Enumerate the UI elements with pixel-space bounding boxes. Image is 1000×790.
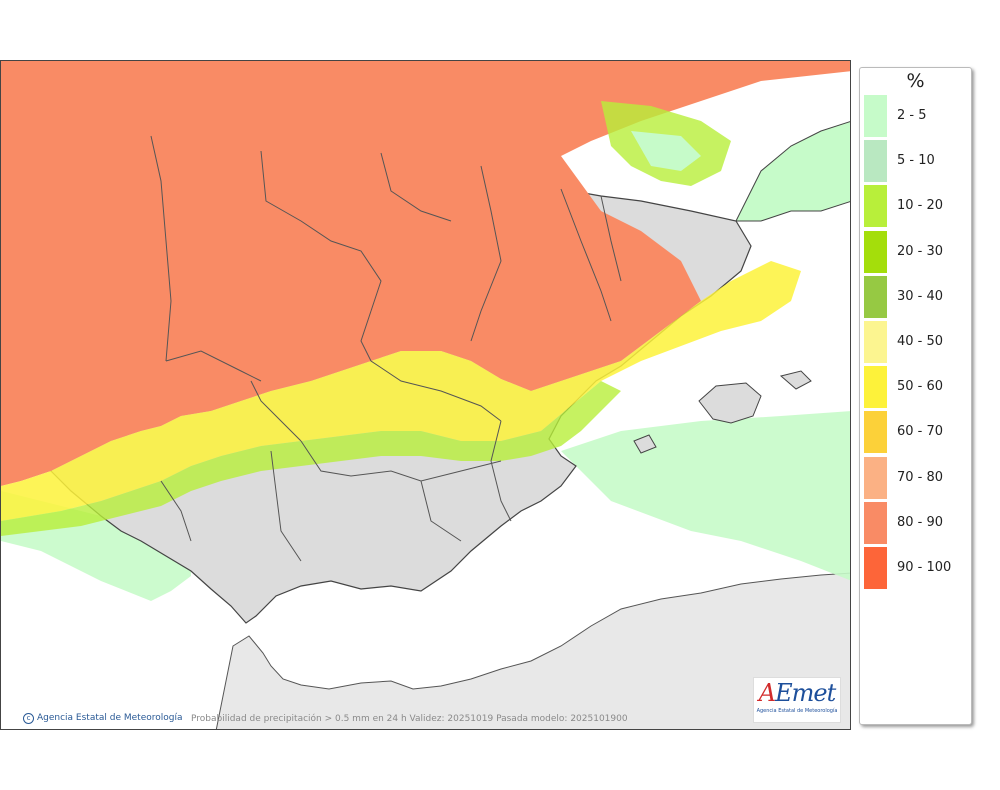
mallorca: [698, 382, 762, 424]
legend-item: 40 - 50: [864, 321, 968, 363]
legend-swatch: [864, 456, 887, 499]
agency-credit: c Agencia Estatal de Meteorología: [23, 713, 183, 724]
legend-swatch: [864, 140, 887, 183]
legend-swatch: [864, 501, 887, 544]
logo-met: met: [791, 679, 837, 707]
rain-zone-north: [1, 61, 850, 486]
ibiza: [633, 434, 657, 454]
legend-item: 10 - 20: [864, 185, 968, 228]
logo-subtitle: Agencia Estatal de Meteorología: [756, 708, 838, 714]
copyright-icon: c: [23, 713, 34, 724]
region-borders: [150, 135, 622, 562]
africa-land: [215, 572, 850, 729]
legend-label: 20 - 30: [897, 243, 944, 259]
legend-item: 2 - 5: [864, 95, 968, 137]
rain-zone-transition: [1, 261, 801, 521]
legend-swatch: [864, 321, 887, 363]
rain-zone-gulf-inner: [631, 131, 701, 171]
legend-label: 60 - 70: [897, 424, 944, 440]
map-caption: Probabilidad de precipitación > 0.5 mm e…: [191, 714, 628, 724]
aemet-logo: AEmet Agencia Estatal de Meteorología: [753, 677, 841, 723]
legend-label: 80 - 90: [897, 514, 944, 530]
logo-e: E: [775, 679, 793, 707]
legend-swatch: [864, 275, 887, 318]
legend-label: 10 - 20: [897, 198, 944, 214]
legend-title: %: [906, 70, 925, 92]
legend-label: 2 - 5: [897, 108, 927, 123]
logo-a: A: [758, 679, 776, 707]
legend-item: 60 - 70: [864, 411, 968, 454]
legend-item: 5 - 10: [864, 140, 968, 183]
legend-label: 90 - 100: [897, 560, 952, 575]
legend-swatch: [864, 95, 887, 137]
rain-zone-east: [561, 411, 850, 581]
legend-label: 5 - 10: [897, 153, 935, 169]
menorca: [779, 370, 812, 390]
legend-item: 20 - 30: [864, 230, 968, 273]
credit-text: Agencia Estatal de Meteorología: [37, 713, 183, 723]
legend-swatch: [864, 185, 887, 228]
legend-item: 30 - 40: [864, 275, 968, 318]
legend-label: 50 - 60: [897, 379, 944, 395]
legend-item: 80 - 90: [864, 501, 968, 544]
legend-label: 40 - 50: [897, 334, 944, 349]
rain-zone-green: [1, 381, 621, 536]
legend-item: 70 - 80: [864, 456, 968, 499]
legend-label: 70 - 80: [897, 469, 944, 485]
legend-swatch: [864, 230, 887, 273]
legend: % 2 - 5 5 - 10 10 - 20 20 - 30 30 - 40 40 - 5…: [859, 67, 972, 725]
legend-swatch: [864, 411, 887, 454]
legend-item: 90 - 100: [864, 547, 968, 589]
legend-swatch: [864, 547, 887, 589]
legend-swatch: [864, 366, 887, 409]
legend-item: 50 - 60: [864, 366, 968, 409]
france-land: [735, 121, 850, 222]
legend-label: 30 - 40: [897, 288, 944, 304]
precipitation-probability-map: c Agencia Estatal de Meteorología Probabi…: [0, 60, 851, 730]
